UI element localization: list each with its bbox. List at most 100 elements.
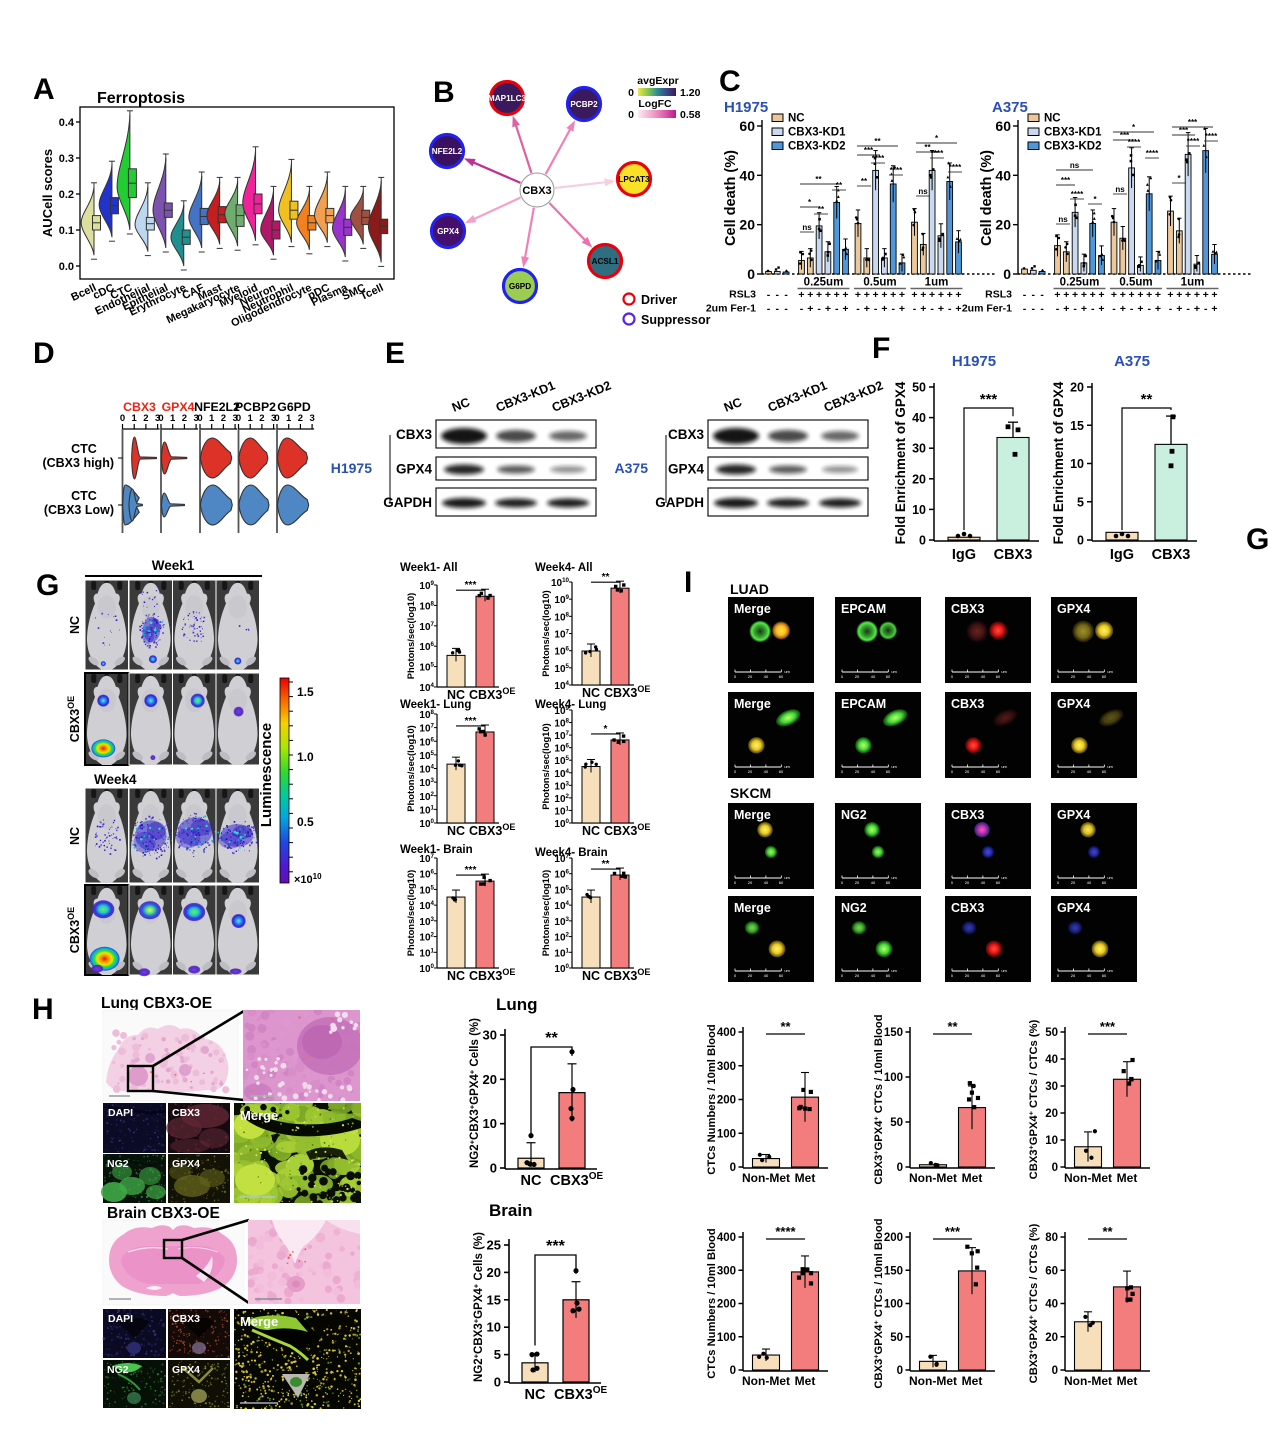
- svg-text:20: 20: [965, 973, 970, 978]
- svg-text:Met: Met: [795, 1374, 816, 1388]
- svg-text:+: +: [1185, 289, 1191, 301]
- svg-text:**: **: [947, 1019, 958, 1034]
- svg-text:0.25um: 0.25um: [1060, 277, 1100, 289]
- svg-text:(CBX3 Low): (CBX3 Low): [44, 503, 114, 517]
- svg-text:um: um: [1001, 968, 1007, 973]
- svg-text:DAPI: DAPI: [108, 1313, 133, 1325]
- svg-text:0: 0: [120, 413, 125, 424]
- svg-text:2: 2: [259, 413, 264, 424]
- svg-text:CBX3+GPX4+ CTCs / CTCs (%): CBX3+GPX4+ CTCs / CTCs (%): [1026, 1019, 1040, 1179]
- svg-text:****: ****: [1146, 149, 1159, 158]
- svg-text:**: **: [602, 572, 610, 583]
- svg-text:+: +: [929, 289, 935, 301]
- svg-text:50: 50: [890, 1117, 903, 1129]
- svg-text:100: 100: [884, 1299, 903, 1311]
- svg-text:0.2: 0.2: [59, 189, 74, 201]
- svg-text:-: -: [1023, 289, 1027, 301]
- svg-text:NFE2L2: NFE2L2: [432, 147, 463, 156]
- svg-text:+: +: [1167, 289, 1173, 301]
- svg-text:um: um: [1107, 875, 1113, 880]
- svg-text:+: +: [1090, 289, 1096, 301]
- svg-text:20: 20: [739, 217, 755, 233]
- svg-text:60: 60: [779, 880, 784, 885]
- svg-text:-: -: [1056, 303, 1060, 315]
- svg-text:CBX3: CBX3: [951, 602, 984, 616]
- svg-text:1: 1: [248, 413, 254, 424]
- svg-text:GPX4: GPX4: [668, 462, 705, 477]
- svg-text:150: 150: [884, 1027, 903, 1039]
- svg-text:60: 60: [886, 674, 891, 679]
- svg-text:0: 0: [841, 973, 844, 978]
- svg-text:***: ***: [1188, 118, 1198, 127]
- svg-text:um: um: [784, 875, 790, 880]
- svg-text:****: ****: [1128, 138, 1141, 147]
- svg-text:-: -: [1040, 289, 1044, 301]
- svg-text:NG2: NG2: [107, 1158, 129, 1170]
- svg-text:+: +: [1155, 289, 1161, 301]
- svg-text:CBX3: CBX3: [522, 185, 551, 197]
- svg-text:-: -: [856, 303, 860, 315]
- svg-text:****: ****: [890, 166, 903, 175]
- svg-text:Merge: Merge: [734, 901, 771, 915]
- svg-text:um: um: [1107, 669, 1113, 674]
- svg-text:A: A: [33, 73, 55, 106]
- svg-text:H1975: H1975: [331, 460, 372, 476]
- svg-text:I: I: [684, 566, 692, 599]
- svg-text:Luminescence: Luminescence: [258, 723, 275, 827]
- svg-text:0: 0: [951, 880, 954, 885]
- svg-text:GPX4: GPX4: [1057, 602, 1090, 616]
- svg-text:40: 40: [871, 674, 876, 679]
- svg-text:um: um: [891, 669, 897, 674]
- svg-text:+: +: [816, 289, 822, 301]
- svg-text:um: um: [1001, 875, 1007, 880]
- svg-text:1.5: 1.5: [297, 685, 314, 699]
- svg-text:0: 0: [236, 413, 241, 424]
- svg-text:2um Fer-1: 2um Fer-1: [962, 303, 1012, 315]
- svg-text:CTCs Numbers / 10ml Blood: CTCs Numbers / 10ml Blood: [706, 1228, 718, 1379]
- svg-text:um: um: [1107, 764, 1113, 769]
- svg-text:15: 15: [487, 1292, 501, 1307]
- svg-text:+: +: [842, 303, 848, 315]
- svg-text:***: ***: [465, 865, 477, 876]
- svg-text:um: um: [1001, 669, 1007, 674]
- svg-text:Brain: Brain: [489, 1201, 532, 1220]
- svg-text:+: +: [864, 289, 870, 301]
- svg-text:0: 0: [919, 534, 926, 548]
- svg-text:200: 200: [717, 1095, 736, 1107]
- svg-text:CBX3-KD1: CBX3-KD1: [1044, 127, 1102, 139]
- svg-text:Week4- Brain: Week4- Brain: [535, 847, 608, 859]
- svg-text:0.58: 0.58: [680, 109, 701, 121]
- svg-text:CBX3: CBX3: [1152, 547, 1191, 563]
- svg-text:Brain CBX3-OE: Brain CBX3-OE: [107, 1205, 220, 1222]
- svg-text:300: 300: [717, 1265, 736, 1277]
- svg-text:um: um: [891, 968, 897, 973]
- svg-text:10: 10: [912, 503, 926, 517]
- svg-text:Driver: Driver: [641, 293, 677, 307]
- svg-text:CBX3-KD2: CBX3-KD2: [788, 141, 846, 153]
- svg-text:um: um: [891, 875, 897, 880]
- svg-text:20: 20: [748, 674, 753, 679]
- svg-text:Week1- All: Week1- All: [400, 562, 458, 574]
- svg-text:A375: A375: [615, 460, 649, 476]
- svg-text:60: 60: [1045, 1265, 1058, 1277]
- svg-text:50: 50: [912, 381, 926, 395]
- svg-text:Met: Met: [962, 1374, 983, 1388]
- svg-text:CBX3: CBX3: [951, 808, 984, 822]
- svg-text:+: +: [1194, 303, 1200, 315]
- svg-text:+: +: [1129, 289, 1135, 301]
- svg-text:40: 40: [995, 167, 1011, 183]
- svg-text:NG2+CBX3+GPX4+ Cells (%): NG2+CBX3+GPX4+ Cells (%): [471, 1232, 485, 1382]
- svg-text:+: +: [1176, 289, 1182, 301]
- svg-text:20: 20: [995, 217, 1011, 233]
- svg-text:+: +: [798, 289, 804, 301]
- svg-text:+: +: [955, 289, 961, 301]
- svg-text:0: 0: [1057, 973, 1060, 978]
- svg-text:ns: ns: [1115, 185, 1125, 194]
- svg-text:0: 0: [197, 413, 202, 424]
- svg-text:CBX3+GPX4+ CTCs / 10ml Blood: CBX3+GPX4+ CTCs / 10ml Blood: [871, 1218, 885, 1388]
- svg-text:+: +: [1146, 289, 1152, 301]
- svg-text:20: 20: [965, 769, 970, 774]
- svg-text:50: 50: [1045, 1027, 1058, 1039]
- svg-text:40: 40: [1087, 674, 1092, 679]
- svg-text:-: -: [835, 303, 839, 315]
